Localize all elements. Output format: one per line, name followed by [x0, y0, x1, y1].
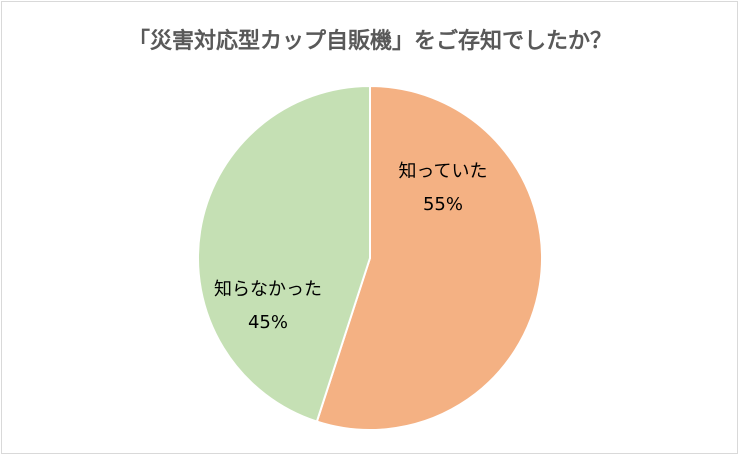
pie-slice: [196, 84, 371, 423]
category-label: 知っていた: [398, 161, 487, 182]
chart-title: 「災害対応型カップ自販機」をご存知でしたか？: [128, 28, 612, 54]
value-label: 45%: [248, 312, 288, 333]
pie-slice: [315, 84, 543, 431]
value-label: 55%: [423, 194, 463, 215]
category-label: 知らなかった: [214, 279, 322, 300]
